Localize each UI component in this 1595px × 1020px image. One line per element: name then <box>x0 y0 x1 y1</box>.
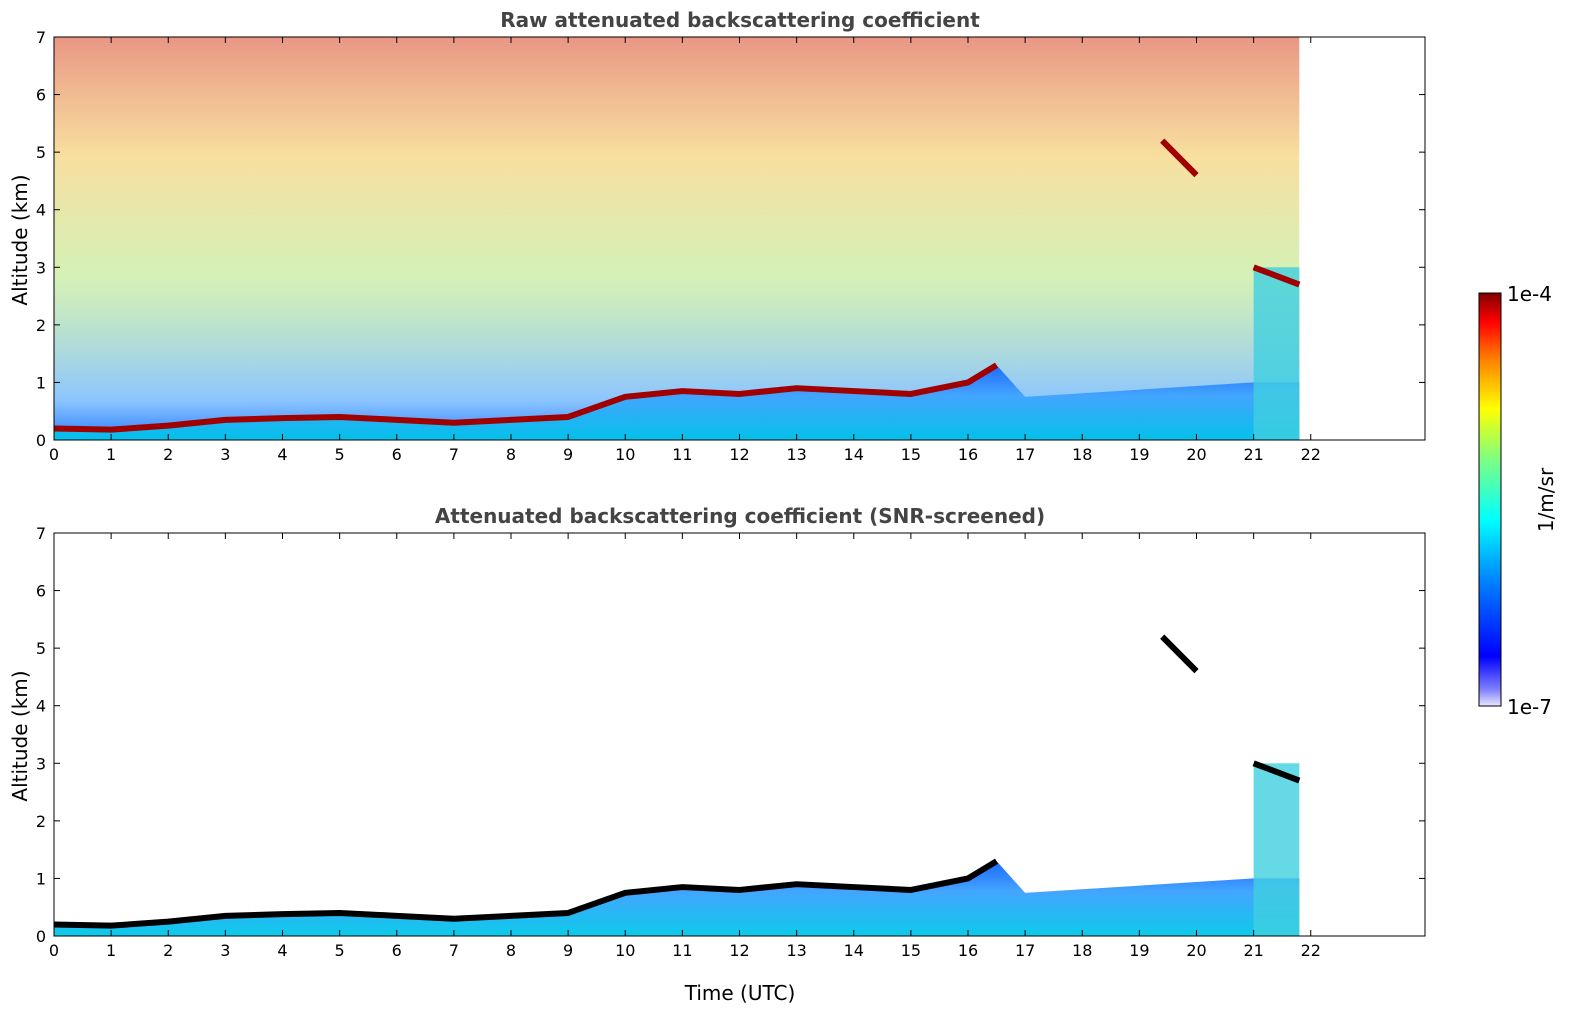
x-tick-label: 12 <box>729 941 749 960</box>
x-axis-label: Time (UTC) <box>684 981 796 1005</box>
x-tick-label: 10 <box>615 941 635 960</box>
y-tick-label: 1 <box>36 869 46 888</box>
y-tick-label: 5 <box>36 143 46 162</box>
colorbar-min-label: 1e-7 <box>1507 695 1552 719</box>
x-tick-label: 5 <box>335 445 345 464</box>
x-tick-label: 16 <box>958 445 978 464</box>
x-tick-label: 18 <box>1072 941 1092 960</box>
backscatter-field <box>54 37 1300 440</box>
x-tick-label: 13 <box>786 445 806 464</box>
cloud-column <box>1253 267 1300 440</box>
x-tick-label: 12 <box>729 445 749 464</box>
elevated-layer <box>1160 634 1199 674</box>
aerosol-layer <box>54 861 1300 936</box>
y-tick-label: 3 <box>36 258 46 277</box>
panel-title: Raw attenuated backscattering coefficien… <box>500 8 980 32</box>
y-tick-label: 0 <box>36 927 46 946</box>
y-axis-label: Altitude (km) <box>8 670 32 801</box>
plot-background <box>54 533 1425 936</box>
y-tick-label: 0 <box>36 431 46 450</box>
y-axis-label: Altitude (km) <box>8 174 32 305</box>
y-tick-label: 7 <box>36 28 46 47</box>
x-tick-label: 4 <box>277 445 287 464</box>
x-tick-label: 7 <box>449 941 459 960</box>
y-tick-label: 6 <box>36 86 46 105</box>
x-tick-label: 15 <box>901 445 921 464</box>
x-tick-label: 21 <box>1243 941 1263 960</box>
x-tick-label: 3 <box>220 941 230 960</box>
x-tick-label: 2 <box>163 941 173 960</box>
y-tick-label: 3 <box>36 754 46 773</box>
x-tick-label: 9 <box>563 445 573 464</box>
x-tick-label: 7 <box>449 445 459 464</box>
x-tick-label: 2 <box>163 445 173 464</box>
colorbar-gradient <box>1478 292 1502 707</box>
colorbar: 1e-4 1e-7 1/m/sr <box>1478 282 1558 719</box>
y-tick-label: 4 <box>36 201 46 220</box>
x-tick-label: 14 <box>844 445 864 464</box>
x-tick-label: 21 <box>1243 445 1263 464</box>
x-tick-label: 11 <box>672 941 692 960</box>
aerosol-layer <box>54 365 1300 440</box>
x-tick-label: 22 <box>1301 445 1321 464</box>
y-tick-label: 4 <box>36 697 46 716</box>
y-tick-label: 5 <box>36 639 46 658</box>
y-axis: 0 1 2 3 4 5 6 7 <box>36 28 1425 450</box>
x-tick-label: 19 <box>1129 445 1149 464</box>
x-tick-label: 0 <box>49 941 59 960</box>
elevated-layer <box>1252 760 1301 784</box>
elevated-layer <box>1160 138 1199 178</box>
y-tick-label: 7 <box>36 524 46 543</box>
x-tick-label: 15 <box>901 941 921 960</box>
panel-title: Attenuated backscattering coefficient (S… <box>435 504 1045 528</box>
x-tick-label: 0 <box>49 445 59 464</box>
x-tick-label: 17 <box>1015 445 1035 464</box>
x-tick-label: 5 <box>335 941 345 960</box>
y-tick-label: 2 <box>36 812 46 831</box>
plot-area <box>53 532 1426 937</box>
x-tick-label: 16 <box>958 941 978 960</box>
y-tick-label: 1 <box>36 373 46 392</box>
boundary-layer-top-line <box>53 362 999 433</box>
colorbar-max-label: 1e-4 <box>1507 282 1552 306</box>
raw-backscatter-panel: Raw attenuated backscattering coefficien… <box>8 8 1426 464</box>
x-tick-label: 9 <box>563 941 573 960</box>
x-tick-label: 6 <box>392 941 402 960</box>
x-tick-label: 14 <box>844 941 864 960</box>
x-axis: 0 1 2 3 4 5 6 7 8 9 10 11 12 13 14 15 16 17 18 19 20 21 22 <box>49 37 1321 464</box>
y-axis: 0 1 2 3 4 5 6 7 <box>36 524 1425 946</box>
y-tick-label: 2 <box>36 316 46 335</box>
x-tick-label: 11 <box>672 445 692 464</box>
x-tick-label: 10 <box>615 445 635 464</box>
elevated-layer <box>1252 264 1301 288</box>
x-tick-label: 20 <box>1186 445 1206 464</box>
x-tick-label: 19 <box>1129 941 1149 960</box>
y-tick-label: 6 <box>36 582 46 601</box>
x-tick-label: 3 <box>220 445 230 464</box>
x-axis: 0 1 2 3 4 5 6 7 8 9 10 11 12 13 14 15 16 17 18 19 20 21 22 <box>49 533 1321 960</box>
x-tick-label: 8 <box>506 941 516 960</box>
snr-screened-panel: Attenuated backscattering coefficient (S… <box>8 504 1426 1005</box>
x-tick-label: 1 <box>106 941 116 960</box>
x-tick-label: 22 <box>1301 941 1321 960</box>
boundary-layer-top-line <box>53 858 999 929</box>
x-tick-label: 20 <box>1186 941 1206 960</box>
cloud-column <box>1253 763 1300 936</box>
x-tick-label: 18 <box>1072 445 1092 464</box>
colorbar-unit-label: 1/m/sr <box>1534 467 1558 532</box>
x-tick-label: 6 <box>392 445 402 464</box>
x-tick-label: 4 <box>277 941 287 960</box>
x-tick-label: 8 <box>506 445 516 464</box>
x-tick-label: 1 <box>106 445 116 464</box>
x-tick-label: 17 <box>1015 941 1035 960</box>
plot-area <box>53 36 1426 441</box>
x-tick-label: 13 <box>786 941 806 960</box>
